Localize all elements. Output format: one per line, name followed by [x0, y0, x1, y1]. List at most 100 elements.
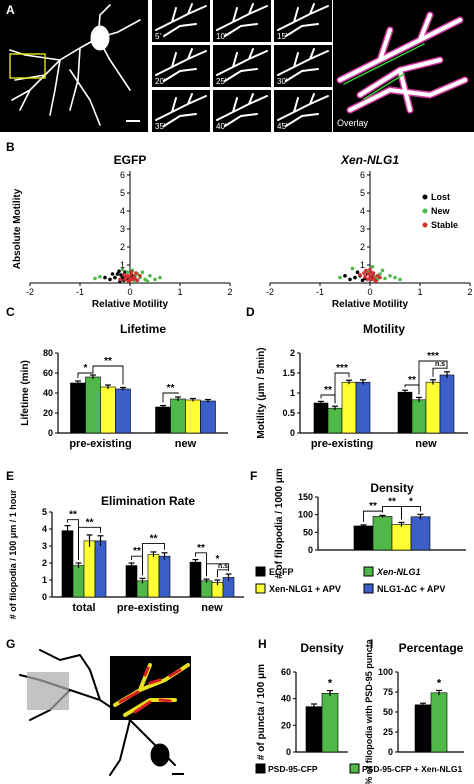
significance-bracket — [401, 506, 421, 520]
y-axis-label: Lifetime (min) — [20, 360, 31, 426]
scatter-point-lost — [117, 269, 121, 274]
scatter-point-new — [383, 276, 387, 281]
timelapse-frame — [274, 45, 332, 87]
legend-hi: PSD-95-CFP PSD-95-CFP + Xen-NLG1 — [255, 763, 462, 774]
chart-c: Lifetime 0 20 40 60 80 Lifetime (min) pre-exist… — [20, 322, 228, 450]
scatter-point-new — [350, 266, 355, 271]
significance-label: *** — [336, 363, 348, 374]
y-tick-label: 25 — [383, 727, 393, 737]
legend-marker-new — [422, 208, 428, 214]
bar-egfp — [397, 391, 413, 434]
bar-xen-nlg1-apv — [185, 399, 201, 434]
chart-i: Percentage 0 25 50 75 100 % of filopodia with … — [364, 638, 464, 784]
x-axis-label: Relative Motility — [92, 299, 169, 310]
scatter-point-new — [158, 275, 162, 280]
significance-label: ** — [133, 546, 141, 557]
y-tick-label: 3 — [120, 224, 125, 234]
chart-h: Density 0 20 40 60 # of puncta / 100 μm * — [256, 641, 348, 760]
x-tick-label: -2 — [266, 287, 274, 297]
legend-label-psd95: PSD-95-CFP — [268, 764, 318, 774]
scatter-point-new — [143, 277, 147, 282]
significance-label: ** — [69, 510, 77, 521]
scatter-point-stable — [122, 273, 126, 277]
panel-letter-i: I — [370, 637, 373, 651]
scatter-point-stable — [365, 277, 370, 282]
chart-title: Xen-NLG1 — [340, 153, 399, 167]
panel-letter-g: G — [6, 637, 15, 651]
x-tick-label: 0 — [127, 287, 132, 297]
scatter-point-lost — [103, 275, 107, 280]
bar-nlg1-c-apv — [115, 388, 131, 434]
y-tick-label: 60 — [281, 667, 291, 677]
scatter-point-stable — [375, 274, 380, 278]
y-tick-label: 0 — [48, 428, 53, 438]
timelapse-frame — [152, 45, 210, 87]
timelapse-frame — [274, 0, 332, 42]
bar-nlg1-c-apv — [439, 374, 455, 434]
scatter-point-stable — [369, 277, 374, 282]
x-tick-label: 2 — [467, 287, 472, 297]
scatter-point-stable — [138, 274, 142, 278]
y-tick-label: 3 — [42, 541, 47, 551]
category-label: new — [415, 438, 437, 450]
region-of-interest-box — [9, 53, 46, 79]
scatter-point-lost — [115, 272, 120, 276]
significance-label: n.s — [218, 563, 228, 570]
y-tick-label: 4 — [120, 206, 125, 216]
significance-label: ** — [104, 356, 112, 367]
bar-egfp — [353, 525, 374, 551]
dendrite-branch — [277, 93, 329, 127]
significance-label: * — [84, 363, 88, 374]
y-axis-label: Absolute Motility — [12, 188, 23, 269]
bar-egfp — [155, 406, 171, 434]
y-tick-label: 100 — [298, 510, 313, 520]
scatter-point-lost — [120, 275, 125, 280]
scatter-point-stable — [358, 273, 362, 277]
chart-b-right: Xen-NLG1 1 2 3 4 5 6 -2 -1 0 1 2 Relative Motility Lo… — [266, 153, 473, 310]
x-axis-label: Relative Motility — [332, 299, 409, 310]
scatter-point-stable — [128, 275, 132, 280]
chart-d: Motility 0 0.5 1 1.5 2 Motility (μm / 5min) pre… — [256, 322, 468, 450]
timelapse-time-label: 45' — [277, 122, 288, 131]
timelapse-frame — [152, 0, 210, 42]
panel-letter-h: H — [258, 637, 267, 651]
significance-label: * — [216, 554, 220, 565]
bar-xen-nlg1 — [170, 398, 186, 434]
scatter-point-stable — [363, 274, 367, 279]
scatter-point-stable — [135, 278, 140, 283]
timelapse-frame — [152, 90, 210, 132]
scale-bar — [126, 120, 140, 122]
scatter-point-new — [145, 279, 150, 284]
legend-label-lost: Lost — [431, 192, 450, 202]
bar-xen-nlg1-apv — [425, 381, 441, 434]
dendrite-branch — [216, 93, 268, 127]
bar-xen-nlg1 — [85, 376, 101, 434]
bar-egfp — [70, 382, 86, 434]
timelapse-time-label: 35' — [155, 122, 166, 131]
y-tick-label: 20 — [281, 720, 291, 730]
chart-b-left: EGFP 1 2 3 4 5 6 -2 -1 0 1 2 Relative Motility Absolu… — [12, 153, 233, 310]
panel-letter-b: B — [6, 140, 15, 154]
significance-label: ** — [324, 385, 332, 396]
timelapse-time-label: 40' — [216, 122, 227, 131]
dendrite-branch — [155, 3, 207, 37]
legend-label-xen-nlg1: Xen-NLG1 — [376, 567, 421, 577]
timelapse-time-label: 10' — [216, 32, 227, 41]
scatter-point-new — [398, 277, 402, 282]
significance-label: ** — [167, 383, 175, 394]
bar-xen-nlg1 — [72, 565, 85, 598]
scatter-point-new — [140, 270, 145, 275]
scatter-point-new — [120, 267, 125, 272]
y-tick-label: 2 — [120, 242, 125, 252]
significance-bracket — [206, 563, 229, 577]
y-tick-label: 75 — [383, 687, 393, 697]
legend-label-nlg1-dc-apv: NLG1-ΔC + APV — [377, 584, 445, 594]
timelapse-time-label: 20' — [155, 77, 166, 86]
x-tick-label: 1 — [417, 287, 422, 297]
significance-bracket — [78, 526, 101, 560]
y-axis-label: Motility (μm / 5min) — [256, 347, 267, 438]
y-tick-label: 100 — [378, 667, 393, 677]
y-tick-label: 4 — [42, 524, 47, 534]
scatter-point-stable — [371, 271, 376, 275]
